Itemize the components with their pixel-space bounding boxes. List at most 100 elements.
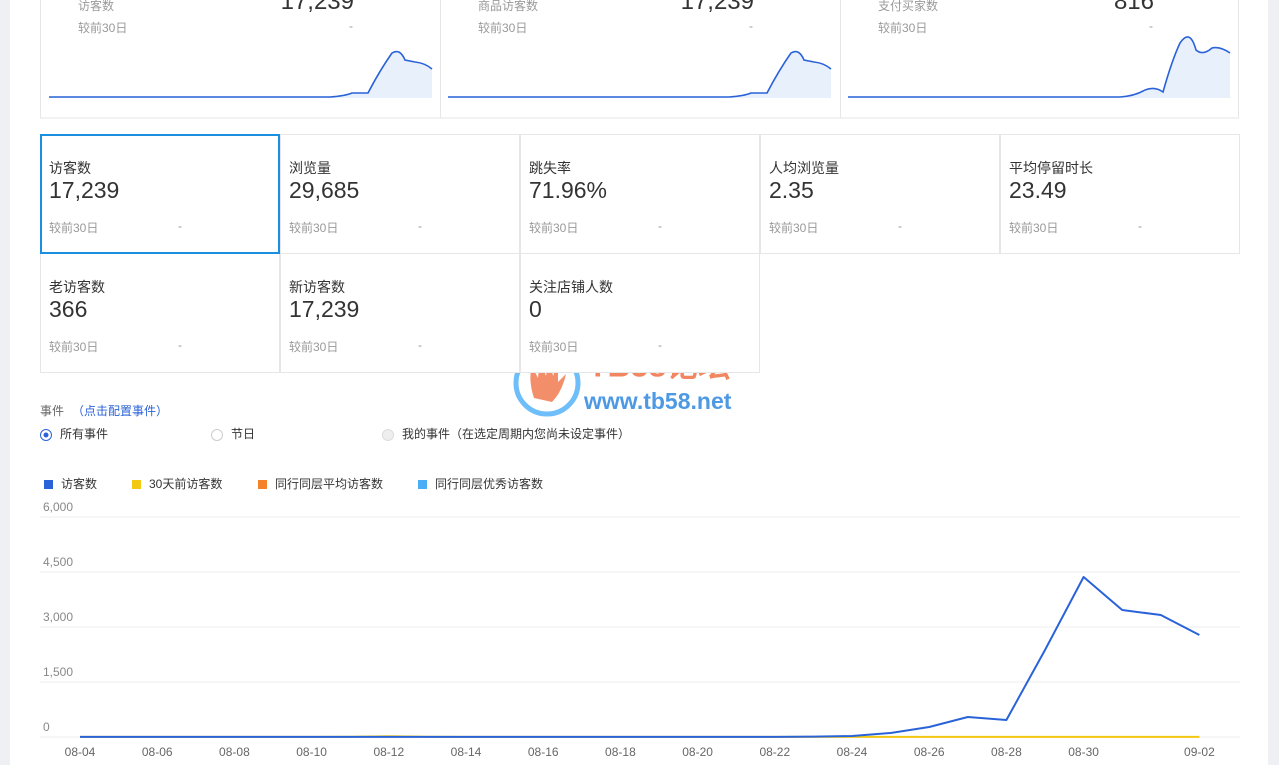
card-label: 商品访客数 <box>478 0 539 13</box>
compare-label: 较前30日 <box>478 21 528 35</box>
metric-label: 跳失率 <box>529 160 571 176</box>
metric-label: 人均浏览量 <box>769 160 839 176</box>
legend-swatch[interactable] <box>258 480 267 489</box>
x-tick-label: 09-02 <box>1184 745 1215 759</box>
metric-card[interactable]: 浏览量 29,685 较前30日 - <box>280 134 520 254</box>
compare-label: 较前30日 <box>529 340 579 354</box>
y-tick-label: 4,500 <box>43 555 73 569</box>
metric-label: 关注店铺人数 <box>529 279 613 295</box>
top-card: 商品访客数 17,239 较前30日 - <box>440 0 840 40</box>
metric-label: 平均停留时长 <box>1009 160 1093 176</box>
x-tick-label: 08-26 <box>914 745 945 759</box>
metric-value: 17,239 <box>49 177 120 203</box>
legend-swatch[interactable] <box>44 480 53 489</box>
compare-label: 较前30日 <box>1009 221 1059 235</box>
compare-label: 较前30日 <box>49 340 99 354</box>
sparkline-area <box>49 51 432 98</box>
compare-label: 较前30日 <box>769 221 819 235</box>
event-option[interactable]: 所有事件 <box>60 427 108 441</box>
legend-label: 同行同层平均访客数 <box>275 476 383 491</box>
main-panel: 访客数 17,239 较前30日 - 商品访客数 17,239 较前30日 - 支付买家数 816… <box>10 0 1268 765</box>
events-label: 事件 <box>40 404 64 418</box>
metric-value: 2.35 <box>769 177 814 203</box>
series-line <box>80 575 1200 738</box>
y-tick-label: 6,000 <box>43 500 73 514</box>
sparkline <box>448 50 832 98</box>
sparkline-area <box>848 36 1230 98</box>
top-card: 访客数 17,239 较前30日 - <box>40 0 440 40</box>
x-tick-label: 08-12 <box>373 745 404 759</box>
compare-label: 较前30日 <box>878 21 928 35</box>
metric-card[interactable]: 跳失率 71.96% 较前30日 - <box>520 134 760 254</box>
legend-swatch[interactable] <box>132 480 141 489</box>
compare-value: - <box>418 338 422 352</box>
config-link[interactable]: （点击配置事件） <box>72 404 168 418</box>
metric-value: 23.49 <box>1009 177 1067 203</box>
legend-label: 同行同层优秀访客数 <box>435 476 543 491</box>
compare-value: - <box>898 219 902 233</box>
x-tick-label: 08-28 <box>991 745 1022 759</box>
x-tick-label: 08-22 <box>759 745 790 759</box>
y-tick-label: 0 <box>43 720 50 734</box>
compare-value: - <box>178 219 182 233</box>
legend-label: 30天前访客数 <box>149 476 222 491</box>
x-tick-label: 08-20 <box>682 745 713 759</box>
metric-value: 366 <box>49 296 88 322</box>
compare-value: - <box>749 19 753 33</box>
event-option: 我的事件（在选定周期内您尚未设定事件） <box>402 426 630 441</box>
radio[interactable] <box>211 429 223 441</box>
compare-label: 较前30日 <box>529 221 579 235</box>
metric-value: 0 <box>529 296 542 322</box>
compare-label: 较前30日 <box>289 340 339 354</box>
compare-value: - <box>658 219 662 233</box>
x-tick-label: 08-06 <box>142 745 173 759</box>
metric-card[interactable]: 新访客数 17,239 较前30日 - <box>280 253 520 373</box>
x-tick-label: 08-10 <box>296 745 327 759</box>
metric-label: 浏览量 <box>289 160 331 176</box>
compare-value: - <box>1138 219 1142 233</box>
event-option[interactable]: 节日 <box>231 427 255 441</box>
compare-value: - <box>178 338 182 352</box>
metric-card[interactable]: 关注店铺人数 0 较前30日 - <box>520 253 760 373</box>
metric-value: 17,239 <box>289 296 360 322</box>
legend-label: 访客数 <box>61 476 97 491</box>
x-tick-label: 08-14 <box>451 745 482 759</box>
sparkline <box>49 50 433 98</box>
metric-card[interactable]: 人均浏览量 2.35 较前30日 - <box>760 134 1000 254</box>
y-tick-label: 3,000 <box>43 610 73 624</box>
metric-card[interactable]: 老访客数 366 较前30日 - <box>40 253 280 373</box>
compare-value: - <box>658 338 662 352</box>
card-label: 支付买家数 <box>878 0 939 13</box>
metric-label: 访客数 <box>49 160 91 176</box>
metric-value: 29,685 <box>289 177 360 203</box>
radio-disabled <box>382 429 394 441</box>
x-tick-label: 08-18 <box>605 745 636 759</box>
card-value: 816 <box>1113 0 1154 15</box>
compare-label: 较前30日 <box>289 221 339 235</box>
card-value: 17,239 <box>680 0 754 15</box>
compare-value: - <box>349 19 353 33</box>
x-tick-label: 08-30 <box>1068 745 1099 759</box>
x-tick-label: 08-04 <box>65 745 96 759</box>
metric-value: 71.96% <box>529 177 608 203</box>
card-label: 访客数 <box>78 0 115 13</box>
metric-label: 新访客数 <box>289 279 345 295</box>
metric-card[interactable]: 平均停留时长 23.49 较前30日 - <box>1000 134 1240 254</box>
compare-label: 较前30日 <box>78 21 128 35</box>
metric-label: 老访客数 <box>49 279 105 295</box>
compare-label: 较前30日 <box>49 221 99 235</box>
metric-card[interactable]: 访客数 17,239 较前30日 - <box>40 134 280 254</box>
sparkline <box>848 36 1231 98</box>
x-tick-label: 08-16 <box>528 745 559 759</box>
top-card: 支付买家数 816 较前30日 - <box>840 0 1240 40</box>
card-value: 17,239 <box>280 0 354 15</box>
compare-value: - <box>418 219 422 233</box>
legend-swatch[interactable] <box>418 480 427 489</box>
y-tick-label: 1,500 <box>43 665 73 679</box>
x-tick-label: 08-24 <box>837 745 868 759</box>
radio-dot <box>43 432 49 438</box>
sparkline-area <box>448 51 831 98</box>
top-card-frame <box>40 0 1239 119</box>
